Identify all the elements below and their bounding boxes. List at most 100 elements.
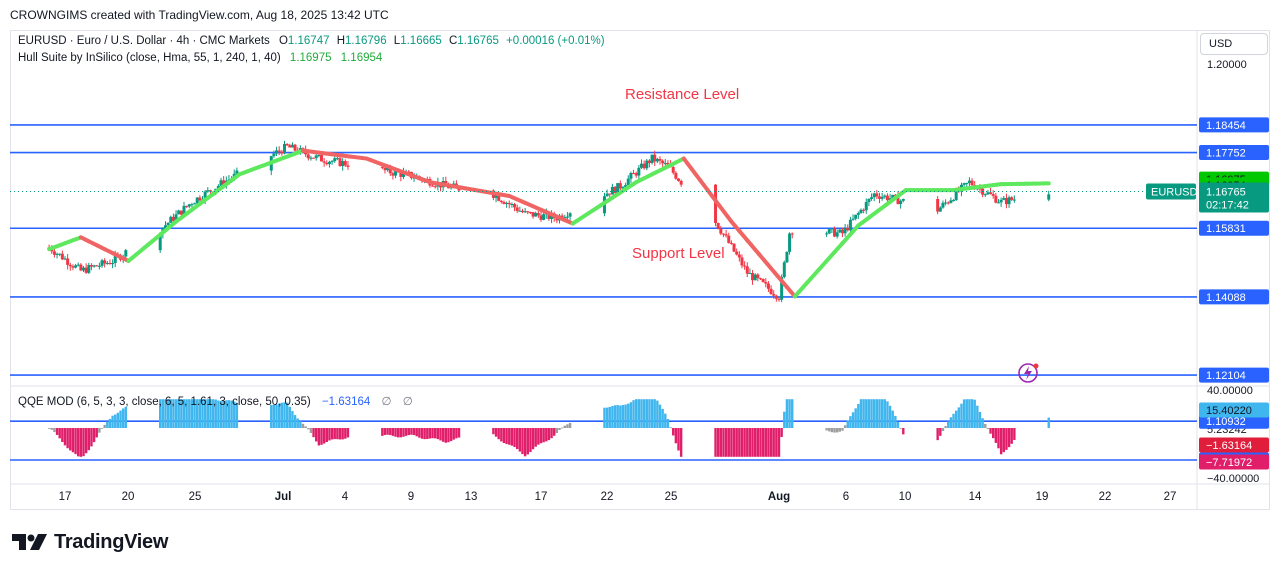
hull-line <box>47 148 1051 299</box>
qqe-bar-246 <box>952 413 955 428</box>
candle-body-5 <box>60 253 64 260</box>
candle-body-226 <box>867 198 871 203</box>
qqe-bar-81 <box>325 428 328 442</box>
candle-body-89 <box>346 165 350 167</box>
time-axis: 17 20 25 Jul 4 9 13 17 22 25 Aug 6 10 14 19 22 27 <box>59 491 1177 503</box>
qqe-bar-124 <box>502 428 506 444</box>
symbol-legend[interactable]: EURUSD · Euro / U.S. Dollar · 4h · CMC M… <box>18 35 605 47</box>
qqe-bar-222 <box>857 403 860 428</box>
candle-209 <box>790 232 794 239</box>
candle-156 <box>618 180 622 192</box>
qqe-bar-57 <box>230 400 233 428</box>
qqe-bar-187 <box>732 428 736 457</box>
candle-214 <box>835 229 839 239</box>
candle-24 <box>111 259 115 269</box>
qqe-bar-216 <box>841 428 844 431</box>
time-tick-13: 14 <box>969 491 982 503</box>
level-tag-5-text: 1.10932 <box>1206 416 1246 428</box>
qqe-bar-41 <box>188 399 191 428</box>
candle-183 <box>721 233 725 238</box>
qqe-bar-143 <box>553 428 556 436</box>
qqe-bar-180 <box>714 428 717 457</box>
tradingview-logo-icon <box>12 534 47 550</box>
candle-261 <box>991 190 995 199</box>
candle-12 <box>79 263 83 272</box>
candle-body-67 <box>288 145 292 148</box>
candle-body-223 <box>859 209 863 214</box>
qqe-bar-243 <box>944 426 947 428</box>
qqe-bar-204 <box>777 428 781 457</box>
qqe-bar-113 <box>441 428 445 442</box>
qqe-bar-21 <box>103 424 106 428</box>
qqe-bar-224 <box>862 399 865 428</box>
candle-body-237 <box>896 195 900 205</box>
candle-body-98 <box>401 172 405 177</box>
qqe-bar-182 <box>719 428 723 457</box>
time-tick-1: 20 <box>122 491 135 503</box>
qqe-bar-19 <box>98 428 101 433</box>
candle-body-227 <box>870 197 874 199</box>
candle-body-263 <box>996 202 1000 204</box>
candle-126 <box>507 200 511 209</box>
candle-body-166 <box>645 160 649 169</box>
candle-body-258 <box>983 194 987 196</box>
candle-170 <box>655 157 659 164</box>
qqe-bar-217 <box>843 425 847 428</box>
candle-body-243 <box>944 202 948 204</box>
candle-21 <box>103 258 107 268</box>
qqe-bar-249 <box>960 403 963 428</box>
qqe-bar-147 <box>563 425 566 428</box>
time-tick-7: 17 <box>535 491 548 503</box>
candle-body-194 <box>751 272 755 281</box>
qqe-bar-55 <box>225 400 228 428</box>
alert-icon[interactable] <box>1018 363 1039 383</box>
qqe-bar-264 <box>999 428 1003 455</box>
candle-body-135 <box>531 212 535 217</box>
qqe-bar-106 <box>423 428 426 440</box>
currency-selector[interactable]: USD <box>1200 33 1268 55</box>
candle-body-200 <box>766 283 770 289</box>
candle-203 <box>774 294 778 302</box>
hull-legend[interactable]: Hull Suite by InSilico (close, Hma, 55, … <box>18 52 382 64</box>
qqe-bar-172 <box>661 408 664 428</box>
qqe-legend[interactable]: QQE MOD (6, 5, 3, 3, close, 6, 5, 1.61, … <box>18 394 413 408</box>
qqe-bar-201 <box>769 428 773 457</box>
candle-body-192 <box>745 266 749 274</box>
qqe-bar-245 <box>949 417 953 428</box>
candle-body-8 <box>68 264 72 267</box>
qqe-bar-190 <box>740 428 744 457</box>
candle-body-173 <box>663 162 667 164</box>
qqe-bar-175 <box>669 427 672 429</box>
candle-155 <box>616 183 620 194</box>
qqe-bar-263 <box>997 428 1000 449</box>
qqe-bar-72 <box>301 423 305 428</box>
qqe-bar-221 <box>854 408 857 428</box>
candle-45 <box>198 195 202 203</box>
candle-131 <box>520 208 524 214</box>
qqe-bar-17 <box>92 428 96 443</box>
candle-194 <box>751 269 755 285</box>
time-tick-4: 4 <box>342 491 349 503</box>
candle-body-15 <box>87 265 91 273</box>
tradingview-logo[interactable]: TradingView <box>12 530 168 554</box>
candle-130 <box>518 206 522 212</box>
qqe-bar-53 <box>219 400 223 428</box>
candle-body-171 <box>658 158 662 161</box>
candle-body-193 <box>748 272 752 274</box>
candle-body-169 <box>653 154 657 162</box>
candle-body-187 <box>732 243 736 252</box>
qqe-bar-178 <box>677 428 680 451</box>
candle-169 <box>653 150 657 167</box>
candle-body-154 <box>613 186 617 193</box>
qqe-bar-160 <box>629 402 633 428</box>
qqe-bar-43 <box>193 399 196 428</box>
qqe-bar-142 <box>550 428 553 439</box>
qqe-bar-45 <box>198 399 202 428</box>
candle-body-14 <box>84 267 88 273</box>
qqe-bar-138 <box>539 428 543 444</box>
qqe-bar-229 <box>875 399 879 428</box>
candle-body-270 <box>1047 194 1051 200</box>
qqe-bar-56 <box>227 400 231 428</box>
chart-frame[interactable] <box>10 30 1270 510</box>
